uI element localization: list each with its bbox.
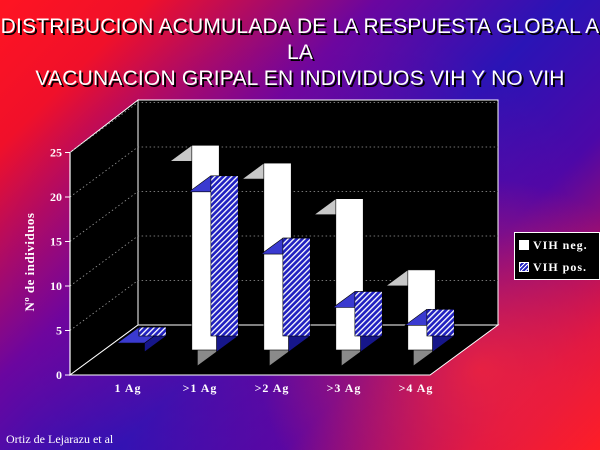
title-line-1: DISTRIBUCION ACUMULADA DE LA RESPUESTA G… <box>0 15 600 64</box>
y-tick-label: 25 <box>50 146 62 160</box>
y-axis-label: Nº de individuos <box>22 213 37 312</box>
x-tick-label: >4 Ag <box>399 381 434 395</box>
gridline <box>69 102 498 153</box>
x-tick-label: 1 Ag <box>114 381 141 395</box>
y-tick-label: 10 <box>50 279 62 293</box>
legend-label-vih-pos: VIH pos. <box>533 259 588 274</box>
legend-swatch-vih-pos <box>519 262 529 272</box>
y-tick-label: 0 <box>56 368 62 382</box>
y-tick-label: 15 <box>50 235 62 249</box>
x-tick-label: >2 Ag <box>255 381 290 395</box>
bar-vih-pos <box>188 175 240 353</box>
gridline <box>69 235 498 287</box>
bar-vih-pos <box>260 237 312 353</box>
x-tick-label: >3 Ag <box>327 381 362 395</box>
y-tick-label: 5 <box>56 324 62 338</box>
legend-label-vih-neg: VIH neg. <box>533 237 588 252</box>
page-title: DISTRIBUCION ACUMULADA DE LA RESPUESTA G… <box>0 14 600 92</box>
legend-swatch-vih-neg <box>519 240 529 250</box>
x-tick-label: >1 Ag <box>183 381 218 395</box>
title-line-2: VACUNACION GRIPAL EN INDIVIDUOS VIH Y NO… <box>35 67 565 90</box>
credit-text: Ortiz de Lejarazu et al <box>6 432 114 446</box>
chart-legend: VIH neg. VIH pos. <box>514 232 600 280</box>
gridline <box>69 280 498 331</box>
bar-vih-pos <box>116 326 168 353</box>
gridline <box>69 191 498 242</box>
legend-item-vih-pos: VIH pos. <box>519 260 587 274</box>
gridline <box>69 146 498 198</box>
y-tick-label: 20 <box>50 190 62 204</box>
bar-vih-pos <box>332 290 384 353</box>
legend-item-vih-neg: VIH neg. <box>519 238 588 252</box>
bar-vih-pos <box>404 308 456 353</box>
